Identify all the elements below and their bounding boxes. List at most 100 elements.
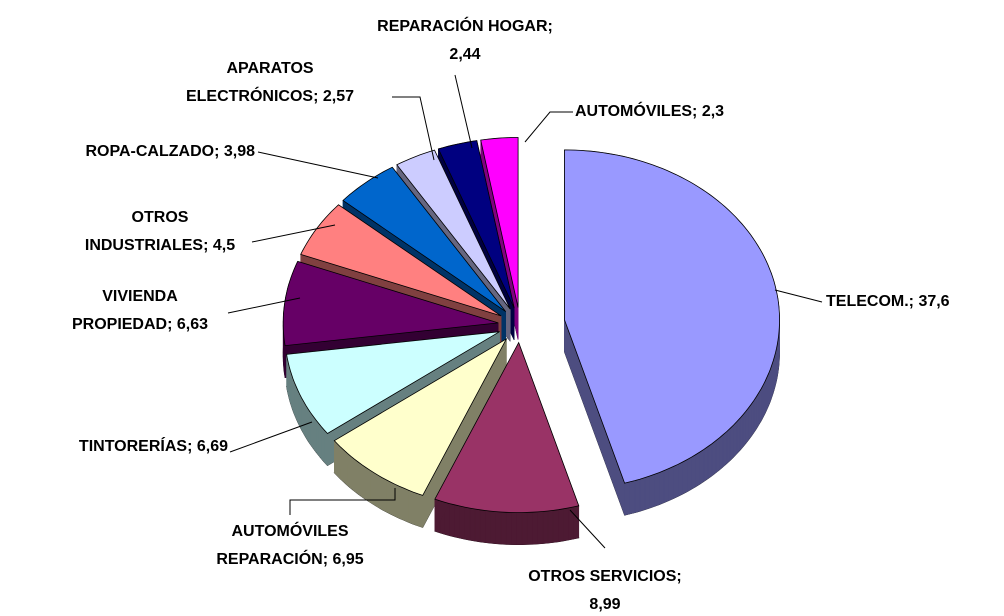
- slice-wall: [469, 507, 476, 542]
- slice-wall: [573, 505, 580, 540]
- slice-wall: [691, 454, 696, 490]
- slice-wall: [294, 382, 297, 419]
- slice-wall: [500, 511, 507, 545]
- slice-wall: [654, 472, 660, 507]
- data-label: REPARACIÓN; 6,95: [216, 549, 363, 568]
- slice-wall: [490, 510, 496, 544]
- data-label: TELECOM.; 37,6: [826, 293, 950, 310]
- slice-wall: [644, 475, 650, 510]
- slice-wall: [748, 403, 752, 441]
- slice-wall: [464, 506, 471, 541]
- slice-wall: [682, 459, 688, 495]
- slice-wall: [719, 434, 724, 471]
- slice-wall: [547, 510, 554, 544]
- data-label: TINTORERÍAS; 6,69: [79, 436, 228, 455]
- slice-wall: [677, 461, 683, 497]
- slice-wall: [542, 510, 549, 544]
- slice-wall: [729, 424, 734, 461]
- slice-top: [282, 260, 499, 347]
- slice-wall: [715, 437, 720, 474]
- slice-wall: [312, 415, 317, 453]
- data-label: OTROS: [132, 209, 189, 226]
- slice-wall: [449, 503, 455, 538]
- slice-top: [434, 341, 580, 513]
- data-label: AUTOMÓVILES: [231, 521, 348, 540]
- slice-wall: [745, 406, 749, 444]
- slice-top: [564, 149, 780, 484]
- leader-line: [774, 289, 823, 303]
- leader-line: [229, 421, 313, 453]
- slice-wall: [668, 466, 674, 501]
- slice-wall: [408, 489, 414, 525]
- slice-wall: [315, 419, 319, 457]
- data-label: REPARACIÓN HOGAR;: [377, 16, 553, 35]
- slice-wall: [417, 493, 423, 528]
- slice-wall: [307, 408, 311, 446]
- slice-wall: [624, 481, 630, 516]
- slice-wall: [649, 473, 655, 509]
- slice-wall: [454, 504, 460, 539]
- slice-wall: [324, 429, 328, 467]
- leader-line: [257, 151, 379, 179]
- leader-line: [227, 297, 301, 314]
- leader-line: [392, 96, 435, 161]
- data-label: 2,44: [449, 46, 480, 63]
- data-label: OTROS SERVICIOS;: [528, 568, 682, 585]
- slice: [333, 337, 508, 528]
- data-label: 8,99: [589, 596, 620, 613]
- data-label: INDUSTRIALES; 4,5: [85, 237, 235, 254]
- slice-wall: [373, 472, 379, 508]
- slice-wall: [711, 440, 717, 477]
- data-label: APARATOS: [226, 60, 313, 77]
- slice-wall: [297, 390, 300, 427]
- slice-top: [396, 149, 511, 310]
- slice-wall: [673, 463, 679, 499]
- slice-wall: [310, 411, 314, 450]
- slice-wall: [505, 512, 512, 545]
- slice-wall: [299, 393, 302, 431]
- slice-wall: [479, 509, 486, 543]
- slice-wall: [659, 470, 665, 505]
- slice-wall: [357, 461, 363, 498]
- slice-wall: [295, 386, 299, 423]
- slice-top: [437, 140, 515, 309]
- slice-wall: [485, 510, 491, 544]
- slice-wall: [742, 410, 747, 448]
- slice-wall: [516, 512, 523, 545]
- slice-wall: [756, 391, 760, 430]
- slice-wall: [521, 512, 528, 545]
- data-label: ROPA-CALZADO; 3,98: [86, 143, 256, 160]
- slice-wall: [558, 508, 564, 542]
- slice-wall: [390, 481, 396, 517]
- slice-wall: [399, 486, 405, 521]
- slice-top: [286, 331, 500, 435]
- slice-wall: [707, 443, 713, 479]
- slice-wall: [495, 511, 502, 545]
- slice-wall: [532, 511, 538, 545]
- slice-wall: [459, 505, 465, 540]
- slice-wall: [474, 508, 481, 543]
- slice-wall: [377, 474, 383, 511]
- slice-wall: [764, 376, 768, 414]
- slice-wall: [726, 427, 731, 465]
- slice-wall: [758, 388, 762, 426]
- slice-wall: [634, 478, 641, 513]
- slice-top: [480, 137, 519, 308]
- slice-wall: [766, 372, 770, 410]
- slice: [564, 149, 780, 516]
- slice-wall: [537, 511, 544, 545]
- data-label: ELECTRÓNICOS; 2,57: [186, 86, 354, 105]
- data-label: VIVIENDA: [102, 288, 178, 305]
- slice-wall: [629, 480, 636, 515]
- slice-wall: [733, 420, 738, 458]
- slice-wall: [381, 477, 387, 513]
- data-label: AUTOMÓVILES; 2,3: [575, 101, 724, 120]
- slice-wall: [511, 512, 517, 545]
- slice-wall: [394, 483, 400, 519]
- slice-top: [333, 337, 508, 496]
- slice-wall: [739, 414, 744, 451]
- slice-wall: [760, 384, 764, 422]
- slice-wall: [354, 458, 359, 495]
